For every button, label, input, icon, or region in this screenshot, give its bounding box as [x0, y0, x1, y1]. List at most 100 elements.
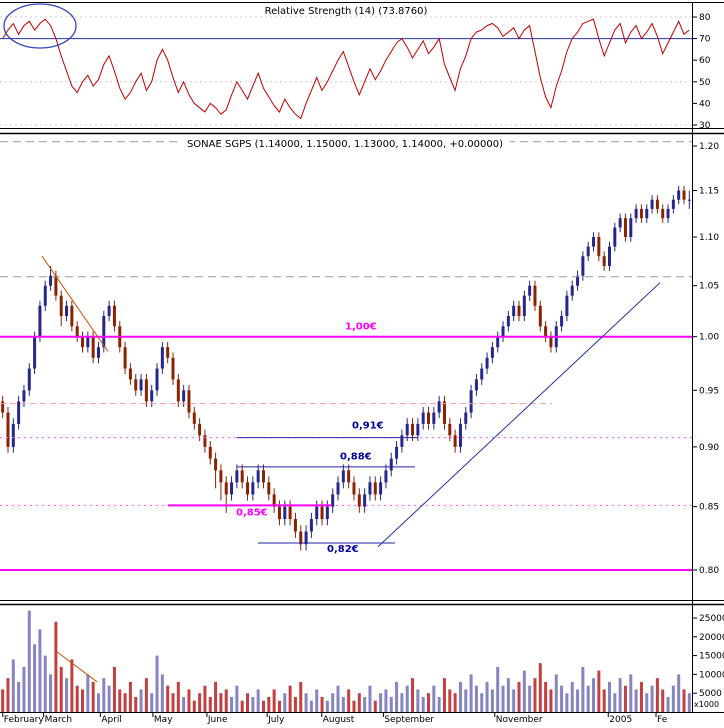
- volume-bar: [43, 655, 47, 712]
- candle-body: [176, 379, 180, 402]
- candle-body: [395, 446, 399, 459]
- volume-bar: [261, 700, 265, 712]
- candle-body: [22, 390, 26, 402]
- volume-overlay-line[interactable]: [56, 651, 98, 683]
- rsi-line: [2, 18, 690, 120]
- candle-body: [560, 315, 564, 327]
- volume-bar: [570, 681, 574, 712]
- candle-body: [240, 470, 244, 483]
- volume-bar: [150, 693, 154, 712]
- candle-body: [6, 412, 10, 447]
- candle-body: [235, 470, 239, 483]
- month-label: 2005: [609, 715, 632, 725]
- volume-bar: [687, 693, 691, 712]
- candle-body: [54, 275, 58, 296]
- volume-bar: [49, 674, 53, 712]
- volume-bar: [54, 621, 58, 712]
- candle-body: [112, 305, 116, 327]
- candle-body: [671, 199, 675, 209]
- candle-body: [623, 218, 627, 238]
- axis-tick-label: 1.00: [699, 333, 719, 343]
- candle-body: [27, 368, 31, 391]
- month-label: May: [154, 715, 173, 725]
- price-panel-title-group: SONAE SGPS (1.14000, 1.15000, 1.13000, 1…: [180, 137, 510, 150]
- month-label: August: [323, 715, 355, 725]
- volume-bar: [650, 685, 654, 712]
- volume-bar: [198, 693, 202, 712]
- candle-body: [187, 390, 191, 413]
- candle-body: [458, 423, 462, 447]
- candle-body: [357, 494, 361, 507]
- volume-bar: [379, 693, 383, 712]
- candle-body: [91, 336, 95, 358]
- volume-bar: [315, 689, 319, 712]
- candle-body: [405, 423, 409, 436]
- candle-body: [613, 227, 617, 247]
- volume-bar: [528, 685, 532, 712]
- candle-body: [107, 305, 111, 316]
- axis-tick-label: 1.20: [699, 142, 719, 152]
- volume-bar: [639, 681, 643, 712]
- axis-tick-label: 1.05: [699, 282, 719, 292]
- volume-bar: [70, 659, 74, 712]
- volume-bar: [96, 693, 100, 712]
- volume-bar: [400, 693, 404, 712]
- volume-bar: [251, 696, 255, 712]
- volume-bar: [405, 685, 409, 712]
- volume-bar: [522, 670, 526, 712]
- candle-body: [437, 401, 441, 413]
- candle-body: [224, 482, 228, 495]
- candle-body: [214, 458, 218, 471]
- candle-body: [203, 435, 207, 447]
- candle-body: [485, 357, 489, 369]
- candle-body: [283, 506, 287, 520]
- volume-bar: [176, 681, 180, 712]
- candle-body: [251, 482, 255, 495]
- volume-unit-label: x1000: [694, 700, 719, 709]
- volume-bar: [347, 689, 351, 712]
- candle-body: [379, 482, 383, 495]
- candle-body: [570, 285, 574, 296]
- volume-bar: [645, 693, 649, 712]
- price-level-label[interactable]: 0,82€: [327, 544, 359, 555]
- axis-tick-label: 40: [699, 99, 711, 109]
- candle-body: [325, 506, 329, 520]
- price-overlay-line[interactable]: [377, 282, 661, 548]
- highlight-ellipse-annotation[interactable]: [3, 3, 77, 49]
- volume-bar: [320, 696, 324, 712]
- candle-body: [33, 336, 37, 369]
- candle-body: [687, 199, 691, 201]
- volume-bar: [283, 693, 287, 712]
- volume-bar: [246, 693, 250, 712]
- candle-body: [549, 336, 553, 348]
- candle-body: [219, 470, 223, 483]
- volume-bar: [448, 689, 452, 712]
- price-level-label[interactable]: 0,88€: [340, 452, 372, 463]
- volume-bar: [352, 700, 356, 712]
- candle-body: [506, 315, 510, 327]
- candle-body: [17, 401, 21, 424]
- volume-bar: [586, 685, 590, 712]
- price-level-label[interactable]: 1,00€: [345, 321, 377, 332]
- volume-bar: [341, 696, 345, 712]
- price-panel-title: SONAE SGPS (1.14000, 1.15000, 1.13000, 1…: [187, 139, 503, 150]
- candle-body: [469, 390, 473, 413]
- axis-tick-label: 20000: [699, 633, 724, 643]
- volume-bar: [389, 696, 393, 712]
- price-level-label[interactable]: 0,91€: [352, 420, 384, 431]
- price-level-label[interactable]: 0,85€: [236, 507, 268, 518]
- volume-bar: [363, 696, 367, 712]
- price-overlay-line[interactable]: [41, 255, 109, 352]
- volume-bar: [91, 681, 95, 712]
- volume-bar: [288, 685, 292, 712]
- candle-body: [352, 482, 356, 495]
- candle-body: [341, 470, 345, 483]
- candle-body: [198, 423, 202, 436]
- candle-body: [650, 199, 654, 209]
- candle-body: [123, 347, 127, 369]
- volume-bar: [203, 685, 207, 712]
- candle-body: [49, 275, 53, 286]
- axis-tick-label: 80: [699, 13, 711, 23]
- candle-body: [230, 482, 234, 495]
